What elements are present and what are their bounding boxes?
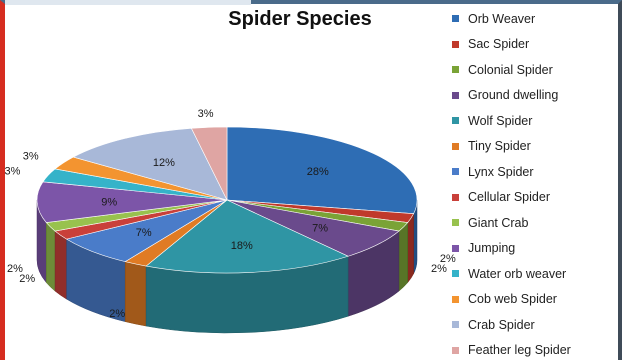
slice-label-13: 3%: [198, 108, 214, 120]
legend-item-9: Jumping: [452, 236, 622, 262]
legend-item-4: Wolf Spider: [452, 108, 622, 134]
legend-swatch-11: [452, 296, 459, 303]
legend-item-6: Lynx Spider: [452, 159, 622, 185]
legend-swatch-10: [452, 270, 459, 277]
legend-label-1: Sac Spider: [468, 37, 529, 51]
legend-item-10: Water orb weaver: [452, 261, 622, 287]
legend-swatch-1: [452, 41, 459, 48]
legend-swatch-12: [452, 321, 459, 328]
slice-label-3: 7%: [312, 223, 328, 235]
legend-label-11: Cob web Spider: [468, 292, 557, 306]
legend-item-13: Feather leg Spider: [452, 338, 622, 363]
slice-side-5: [125, 262, 146, 326]
legend-label-3: Ground dwelling: [468, 88, 558, 102]
legend-swatch-6: [452, 168, 459, 175]
chart-legend: Orb Weaver Sac Spider Colonial Spider Groun…: [452, 6, 622, 363]
slice-label-8: 2%: [7, 263, 23, 275]
slice-side-1: [408, 214, 414, 283]
legend-label-4: Wolf Spider: [468, 114, 532, 128]
slice-label-0: 28%: [307, 166, 329, 178]
slice-label-6: 7%: [136, 227, 152, 239]
legend-item-0: Orb Weaver: [452, 6, 622, 32]
legend-item-11: Cob web Spider: [452, 287, 622, 313]
slice-label-12: 12%: [153, 157, 175, 169]
slice-label-5: 2%: [109, 308, 125, 320]
legend-item-2: Colonial Spider: [452, 57, 622, 83]
legend-item-1: Sac Spider: [452, 32, 622, 58]
legend-label-0: Orb Weaver: [468, 12, 535, 26]
slice-label-11: 3%: [23, 150, 39, 162]
slice-label-9: 9%: [101, 196, 117, 208]
legend-swatch-5: [452, 143, 459, 150]
legend-label-12: Crab Spider: [468, 318, 535, 332]
legend-swatch-0: [452, 15, 459, 22]
slice-side-2: [399, 223, 408, 292]
legend-label-2: Colonial Spider: [468, 63, 553, 77]
legend-swatch-4: [452, 117, 459, 124]
legend-item-8: Giant Crab: [452, 210, 622, 236]
legend-label-8: Giant Crab: [468, 216, 528, 230]
legend-label-6: Lynx Spider: [468, 165, 534, 179]
legend-swatch-2: [452, 66, 459, 73]
slice-label-10: 3%: [5, 165, 21, 177]
legend-swatch-9: [452, 245, 459, 252]
legend-item-3: Ground dwelling: [452, 83, 622, 109]
legend-label-7: Cellular Spider: [468, 190, 550, 204]
legend-item-7: Cellular Spider: [452, 185, 622, 211]
legend-label-10: Water orb weaver: [468, 267, 566, 281]
slice-side-7: [55, 231, 66, 299]
slice-label-2: 2%: [431, 263, 447, 275]
legend-swatch-13: [452, 347, 459, 354]
legend-label-13: Feather leg Spider: [468, 343, 571, 357]
slice-label-4: 18%: [231, 240, 253, 252]
legend-swatch-8: [452, 219, 459, 226]
legend-label-5: Tiny Spider: [468, 139, 531, 153]
slice-side-8: [46, 223, 55, 292]
pie-tops: [37, 127, 417, 273]
legend-label-9: Jumping: [468, 241, 515, 255]
legend-item-12: Crab Spider: [452, 312, 622, 338]
legend-item-5: Tiny Spider: [452, 134, 622, 160]
legend-swatch-3: [452, 92, 459, 99]
legend-swatch-7: [452, 194, 459, 201]
